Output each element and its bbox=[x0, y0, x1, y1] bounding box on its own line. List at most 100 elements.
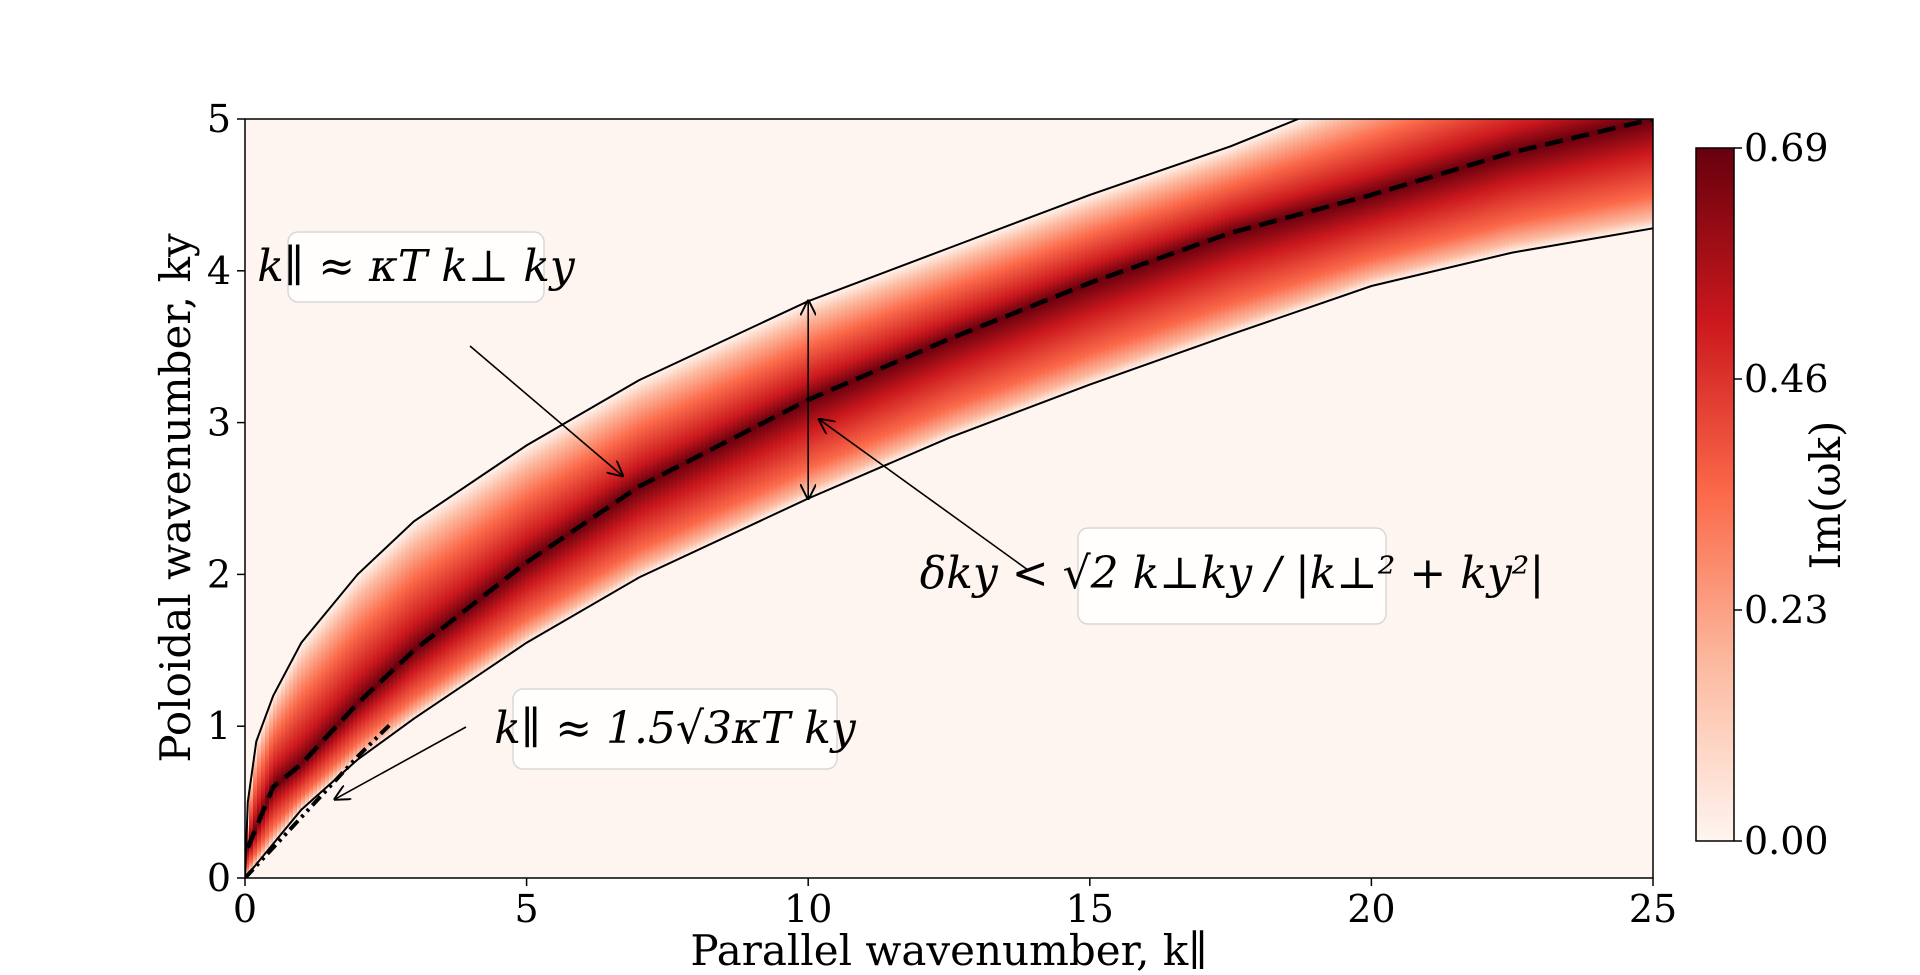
band-strip bbox=[677, 361, 682, 559]
band-strip bbox=[1457, 119, 1462, 266]
band-strip bbox=[329, 606, 334, 784]
band-strip bbox=[661, 368, 666, 567]
band-strip bbox=[721, 340, 726, 539]
band-strip bbox=[353, 577, 358, 762]
band-strip bbox=[549, 431, 554, 629]
band-strip bbox=[1137, 177, 1142, 368]
band-strip bbox=[349, 582, 354, 766]
band-strip bbox=[389, 542, 394, 736]
band-strip bbox=[421, 515, 426, 713]
band-strip bbox=[1505, 119, 1510, 254]
band-strip bbox=[1425, 119, 1430, 273]
band-strip bbox=[637, 380, 642, 578]
band-strip bbox=[1577, 119, 1582, 242]
band-strip bbox=[409, 524, 414, 721]
plot-frame bbox=[244, 118, 1654, 879]
band-strip bbox=[1325, 119, 1330, 302]
band-strip bbox=[905, 263, 910, 456]
band-strip bbox=[553, 428, 558, 627]
band-strip bbox=[1421, 119, 1426, 274]
band-strip bbox=[697, 352, 702, 550]
band-strip bbox=[273, 692, 278, 842]
annotation-kpar-kappa-text: k∥ ≈ κT k⊥ ky bbox=[257, 241, 576, 292]
band-strip bbox=[945, 248, 950, 439]
band-strip bbox=[245, 824, 250, 876]
dashed-curve bbox=[245, 119, 1653, 849]
y-tick-label: 4 bbox=[207, 249, 231, 293]
band-strip bbox=[373, 558, 378, 747]
x-tick-label: 5 bbox=[515, 887, 539, 931]
band-strip bbox=[893, 268, 898, 462]
band-strip bbox=[505, 458, 510, 656]
band-strip bbox=[1377, 119, 1382, 285]
annotation-delta-ky-text: δky < √2 k⊥ky / |k⊥² + ky²| bbox=[920, 548, 1545, 599]
band-strip bbox=[1317, 119, 1322, 305]
band-strip bbox=[1453, 119, 1458, 267]
band-strip bbox=[1605, 119, 1610, 237]
band-strip bbox=[1177, 164, 1182, 353]
band-strip bbox=[705, 348, 710, 546]
band-strip bbox=[929, 254, 934, 446]
band-strip bbox=[453, 493, 458, 691]
band-strip bbox=[1609, 119, 1614, 236]
band-strip bbox=[1053, 208, 1058, 398]
annotation-delta-ky: δky < √2 k⊥ky / |k⊥² + ky²| bbox=[920, 527, 1545, 625]
band-strip bbox=[1349, 119, 1354, 294]
colorbar-ticks: 0.00 0.23 0.46 0.69 bbox=[1734, 126, 1829, 863]
band-strip bbox=[1581, 119, 1586, 241]
band-strip bbox=[469, 482, 474, 681]
band-strip bbox=[333, 601, 338, 780]
band-strip bbox=[877, 274, 882, 468]
band-strip bbox=[1093, 193, 1098, 383]
band-strip bbox=[1393, 119, 1398, 281]
band-strip bbox=[1369, 119, 1374, 287]
annotation-arrows bbox=[335, 301, 1029, 799]
band-strip bbox=[1197, 157, 1202, 346]
band-strip bbox=[1541, 119, 1546, 248]
band-strip bbox=[1513, 119, 1518, 253]
band-strip bbox=[1189, 159, 1194, 349]
band-strip bbox=[1129, 180, 1134, 370]
band-strip bbox=[1233, 144, 1238, 334]
annotation-arrow bbox=[819, 420, 1029, 571]
band-strip bbox=[1649, 119, 1653, 229]
band-strip bbox=[1261, 133, 1266, 324]
band-strip bbox=[381, 550, 386, 742]
band-strip bbox=[293, 654, 298, 818]
band-strip bbox=[357, 573, 362, 759]
band-strip bbox=[1133, 179, 1138, 369]
band-strip bbox=[1493, 119, 1498, 257]
band-strip bbox=[609, 396, 614, 594]
band-strip bbox=[521, 447, 526, 646]
band-strip bbox=[565, 421, 570, 620]
band-strip bbox=[917, 259, 922, 451]
band-strip bbox=[1265, 131, 1270, 322]
band-strip bbox=[1437, 119, 1442, 270]
colorbar-tick-label: 0.46 bbox=[1744, 357, 1829, 401]
band-strip bbox=[1365, 119, 1370, 288]
band-strip bbox=[981, 235, 986, 425]
annotation-kpar-kappa: k∥ ≈ κT k⊥ ky bbox=[257, 231, 576, 303]
band-strip bbox=[437, 504, 442, 702]
band-strip bbox=[1529, 119, 1534, 250]
band-strip bbox=[393, 539, 398, 733]
band-strip bbox=[1585, 119, 1590, 240]
band-strip bbox=[1509, 119, 1514, 253]
band-strip bbox=[1085, 195, 1090, 386]
band-strip bbox=[749, 327, 754, 526]
band-strip bbox=[277, 684, 282, 837]
band-strip bbox=[1065, 203, 1070, 394]
band-strip bbox=[289, 662, 294, 823]
band-strip bbox=[537, 438, 542, 636]
band-strip bbox=[465, 485, 470, 683]
band-strip bbox=[249, 779, 254, 871]
band-strip bbox=[1565, 119, 1570, 244]
band-strip bbox=[913, 260, 918, 453]
band-strip bbox=[1141, 176, 1146, 366]
y-tick-label: 0 bbox=[207, 856, 231, 900]
instability-band bbox=[245, 119, 1653, 876]
band-strip bbox=[1245, 139, 1250, 329]
band-strip bbox=[1389, 119, 1394, 282]
band-strip bbox=[285, 669, 290, 828]
band-strip bbox=[681, 359, 686, 557]
